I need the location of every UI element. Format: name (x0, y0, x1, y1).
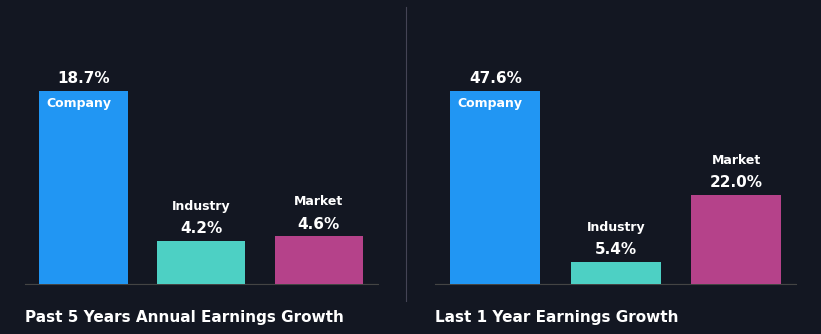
Text: Company: Company (457, 97, 522, 110)
Text: 18.7%: 18.7% (57, 71, 110, 86)
Bar (39, 91, 127, 284)
Text: Market: Market (712, 154, 761, 167)
Text: 5.4%: 5.4% (594, 242, 637, 257)
Text: 47.6%: 47.6% (469, 71, 522, 86)
Text: Past 5 Years Annual Earnings Growth: Past 5 Years Annual Earnings Growth (25, 310, 343, 325)
Bar (571, 262, 661, 284)
Bar (157, 240, 245, 284)
Text: Company: Company (47, 97, 112, 110)
Bar (275, 236, 363, 284)
Text: Market: Market (294, 195, 343, 208)
Bar (450, 91, 540, 284)
Text: Industry: Industry (172, 200, 231, 212)
Text: 22.0%: 22.0% (709, 175, 763, 190)
Bar (691, 195, 782, 284)
Text: Industry: Industry (586, 221, 645, 234)
Text: Last 1 Year Earnings Growth: Last 1 Year Earnings Growth (435, 310, 679, 325)
Text: 4.2%: 4.2% (180, 221, 222, 236)
Text: 4.6%: 4.6% (298, 217, 340, 231)
